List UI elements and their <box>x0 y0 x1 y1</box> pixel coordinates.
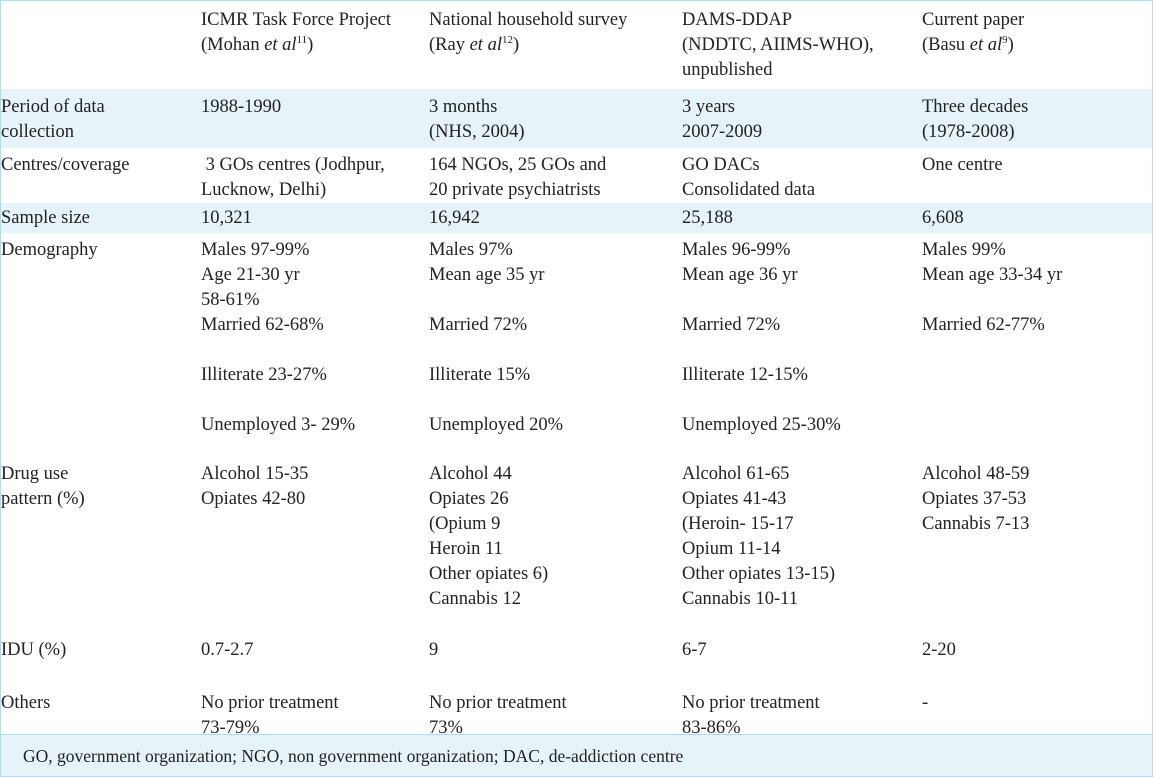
header-cell-empty <box>1 1 201 89</box>
header-cell-current: Current paper (Basu et al9) <box>922 1 1152 89</box>
table-cell: Males 96-99% Mean age 36 yr Married 72% … <box>682 240 841 435</box>
table-cell: Males 97% Mean age 35 yr Married 72% Ill… <box>429 240 564 435</box>
row-label: Drug use pattern (%) <box>1 464 85 509</box>
header-cell-icmr: ICMR Task Force Project (Mohan et al11) <box>201 1 429 89</box>
table-cell: 3 months (NHS, 2004) <box>429 89 682 148</box>
table-cell: 9 <box>429 640 439 660</box>
header-row: ICMR Task Force Project (Mohan et al11) … <box>1 1 1152 89</box>
table-row: Others No prior treatment 73-79% No prio… <box>1 689 1152 747</box>
table-footnote: GO, government organization; NGO, non go… <box>1 734 1152 776</box>
header-cell-dams: DAMS-DDAP (NDDTC, AIIMS-WHO), unpublishe… <box>682 1 922 89</box>
table-row: Drug use pattern (%) Alcohol 15-35 Opiat… <box>1 456 1152 633</box>
table-cell: 6-7 <box>682 640 707 660</box>
table-cell: 0.7-2.7 <box>201 640 254 660</box>
table-row: Centres/coverage 3 GOs centres (Jodhpur,… <box>1 148 1152 203</box>
table-cell: Alcohol 61-65 Opiates 41-43 (Heroin- 15-… <box>682 464 836 609</box>
row-label: IDU (%) <box>1 640 67 660</box>
header-cell-nhs: National household survey (Ray et al12) <box>429 1 682 89</box>
table-cell: Alcohol 15-35 Opiates 42-80 <box>201 464 309 509</box>
table-cell: No prior treatment 73-79% <box>201 693 339 738</box>
table-cell: Three decades (1978-2008) <box>922 89 1152 148</box>
header-title: National household survey <box>429 10 628 30</box>
table-row: Demography Males 97-99% Age 21-30 yr 58-… <box>1 233 1152 456</box>
header-citation: (Ray et al12) <box>429 33 520 55</box>
table-cell: 10,321 <box>201 203 429 233</box>
header-title: Current paper <box>922 10 1025 30</box>
table-cell: Males 97-99% Age 21-30 yr 58-61% Married… <box>201 240 356 435</box>
row-label: Demography <box>1 240 98 260</box>
table-cell: Alcohol 44 Opiates 26 (Opium 9 Heroin 11… <box>429 464 549 609</box>
header-note: unpublished <box>682 60 773 80</box>
table-cell: 25,188 <box>682 203 922 233</box>
header-citation: (Basu et al9) <box>922 33 1014 55</box>
table-cell: 3 years 2007-2009 <box>682 89 922 148</box>
table-cell: No prior treatment 83-86% <box>682 693 820 738</box>
table-cell: Alcohol 48-59 Opiates 37-53 Cannabis 7-1… <box>922 464 1030 534</box>
table-cell: One centre <box>922 155 1003 175</box>
table-cell: No prior treatment 73% <box>429 693 567 738</box>
table-cell: GO DACs Consolidated data <box>682 155 816 200</box>
row-label: Centres/coverage <box>1 155 130 175</box>
row-label: Others <box>1 693 51 713</box>
table-row: IDU (%) 0.7-2.7 9 6-7 2-20 <box>1 633 1152 689</box>
table-cell: Males 99% Mean age 33-34 yr Married 62-7… <box>922 240 1063 335</box>
header-subtitle: (NDDTC, AIIMS-WHO), <box>682 35 874 55</box>
table-cell: 1988-1990 <box>201 89 429 148</box>
table-cell: 164 NGOs, 25 GOs and 20 private psychiat… <box>429 155 607 200</box>
table-cell: - <box>922 693 929 713</box>
header-citation: (Mohan et al11) <box>201 33 314 55</box>
comparison-table: ICMR Task Force Project (Mohan et al11) … <box>1 1 1152 747</box>
header-title: DAMS-DDAP <box>682 10 792 30</box>
table-cell: 16,942 <box>429 203 682 233</box>
table-row: Period of data collection 1988-1990 3 mo… <box>1 89 1152 148</box>
row-label: Period of data collection <box>1 89 201 148</box>
header-title: ICMR Task Force Project <box>201 10 392 30</box>
table-row: Sample size 10,321 16,942 25,188 6,608 <box>1 203 1152 233</box>
table-cell: 2-20 <box>922 640 956 660</box>
table-cell: 3 GOs centres (Jodhpur, Lucknow, Delhi) <box>201 155 385 200</box>
table-cell: 6,608 <box>922 203 1152 233</box>
row-label: Sample size <box>1 203 201 233</box>
